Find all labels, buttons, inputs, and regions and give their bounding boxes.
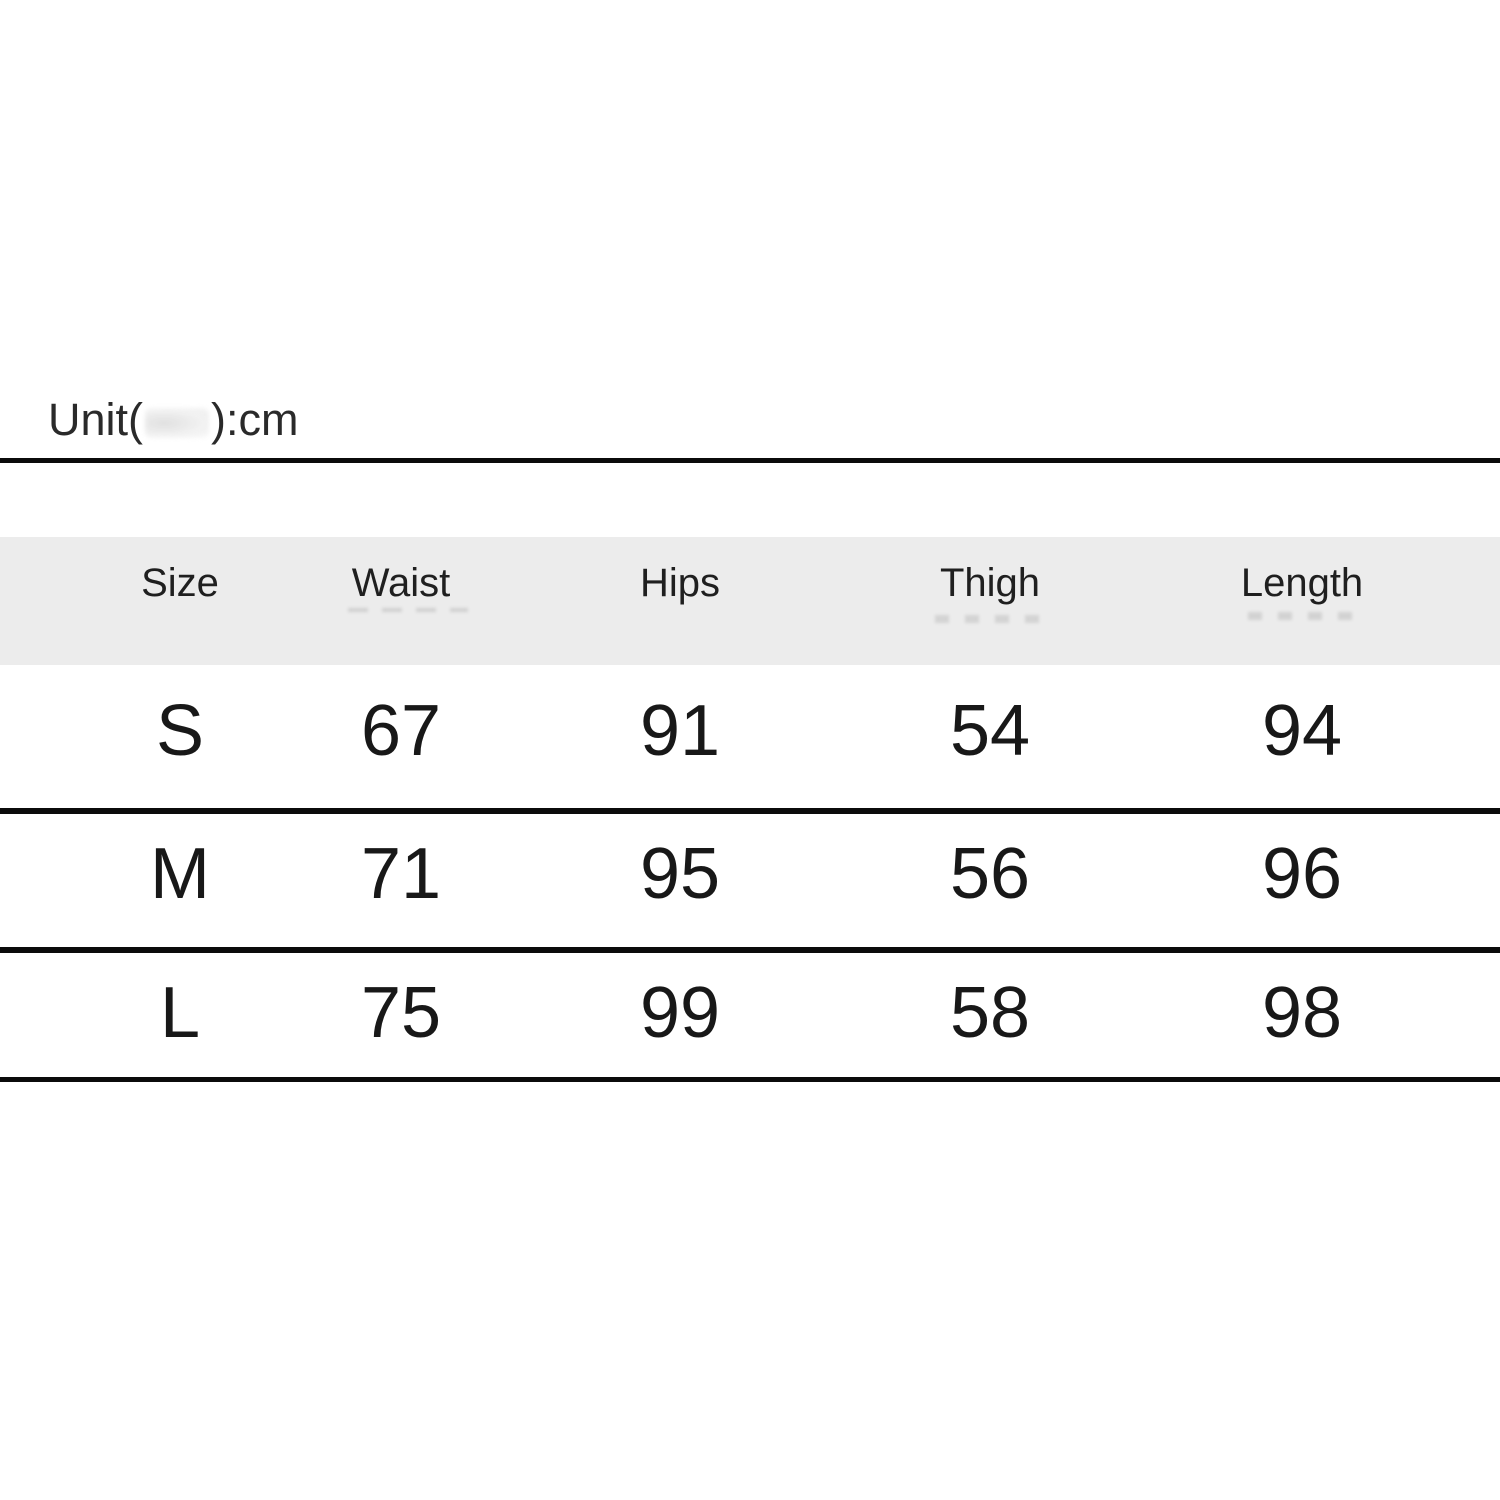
cell-size: M (150, 834, 210, 914)
cell-waist: 67 (360, 691, 442, 771)
cell-hips: 91 (639, 691, 721, 771)
divider-line-row-m (0, 947, 1500, 953)
cell-waist: 75 (360, 973, 442, 1053)
cell-length: 98 (1261, 973, 1343, 1053)
table-row-s: S 67 91 54 94 (0, 665, 1500, 808)
divider-line-row-s (0, 808, 1500, 814)
cell-length: 94 (1261, 691, 1343, 771)
column-header-length: Length (1240, 561, 1364, 605)
cell-thigh: 54 (949, 691, 1031, 771)
table-header-row: Size Waist Hips Thigh Length (0, 537, 1500, 665)
unit-note-prefix: Unit( (48, 394, 144, 445)
table-row-l: L 75 99 58 98 (0, 953, 1500, 1077)
cell-size: S (155, 691, 205, 771)
cell-hips: 99 (639, 973, 721, 1053)
unit-note: Unit( ):cm (48, 396, 299, 444)
column-header-thigh: Thigh (939, 561, 1041, 605)
divider-line-under-unit-note (0, 458, 1500, 463)
cell-hips: 95 (639, 834, 721, 914)
unit-note-suffix: ):cm (211, 394, 299, 445)
column-header-hips: Hips (639, 561, 721, 605)
column-header-size: Size (141, 561, 219, 605)
cell-waist: 71 (360, 834, 442, 914)
divider-line-bottom (0, 1077, 1500, 1082)
cell-thigh: 58 (949, 973, 1031, 1053)
cell-thigh: 56 (949, 834, 1031, 914)
cell-length: 96 (1261, 834, 1343, 914)
column-header-waist: Waist (351, 561, 451, 605)
erased-text-smudge (145, 408, 210, 439)
cell-size: L (159, 973, 201, 1053)
table-row-m: M 71 95 56 96 (0, 814, 1500, 947)
